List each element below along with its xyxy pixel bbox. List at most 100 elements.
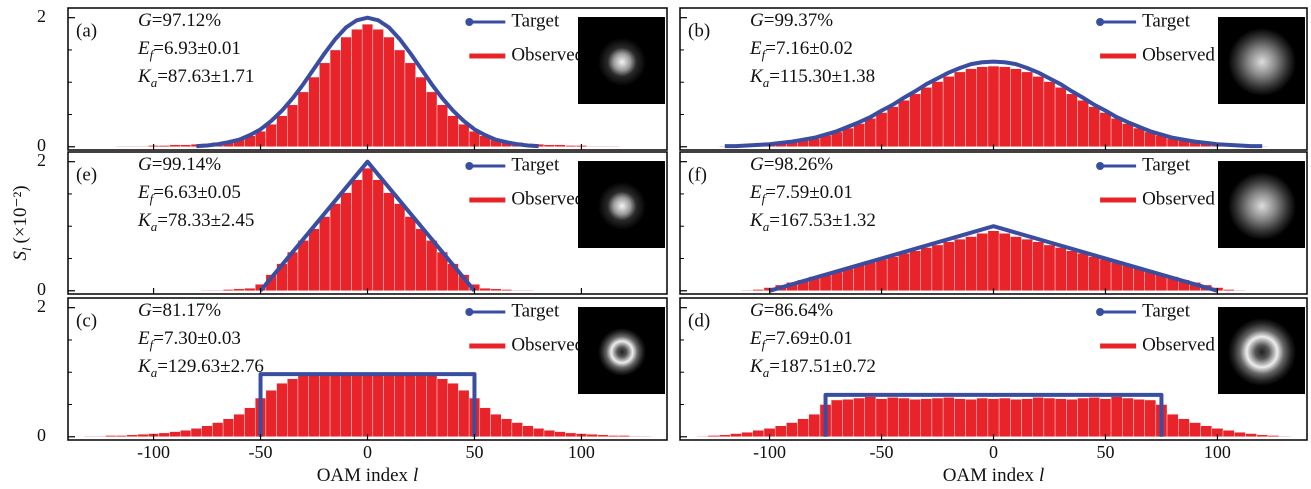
bar <box>436 378 448 437</box>
bar <box>394 203 406 291</box>
bar <box>898 397 910 437</box>
panel-label: (c) <box>76 310 97 331</box>
annotation: Ka=115.30±1.38 <box>749 66 875 90</box>
bar <box>447 115 459 147</box>
bar <box>1077 397 1089 437</box>
bar <box>853 123 865 147</box>
bar <box>774 425 787 437</box>
legend-label: Target <box>511 300 560 321</box>
annotation-symbol: E <box>749 328 762 349</box>
annotation-value: =6.63±0.05 <box>153 182 241 203</box>
bar <box>308 374 320 437</box>
panel-label: (a) <box>76 20 97 41</box>
bar <box>954 238 966 291</box>
bar <box>276 115 288 147</box>
bar <box>522 289 534 291</box>
bar <box>920 247 933 291</box>
bar <box>1054 247 1067 291</box>
bar <box>931 244 944 291</box>
annotation-value: =7.59±0.01 <box>765 182 853 203</box>
annotation-symbol: K <box>137 210 152 231</box>
bar <box>1099 258 1112 291</box>
annotation-symbol: G <box>138 154 152 175</box>
bar <box>875 258 888 291</box>
bar <box>372 29 384 147</box>
bar <box>479 407 491 437</box>
bar <box>1222 289 1235 291</box>
beam-profile <box>598 328 646 376</box>
legend-label: Observed <box>1142 188 1215 209</box>
legend-marker <box>1096 18 1105 26</box>
bar <box>898 100 910 147</box>
bar <box>340 36 352 147</box>
annotation-value: =87.63±1.71 <box>157 66 254 87</box>
bar <box>329 374 341 437</box>
bar <box>180 144 192 147</box>
bar <box>308 76 320 147</box>
bar <box>586 433 598 437</box>
legend-marker <box>1096 162 1105 170</box>
bar <box>479 287 491 291</box>
bar <box>137 145 149 147</box>
bar <box>830 399 843 437</box>
y-tick-label: 0 <box>37 425 46 445</box>
bar <box>909 250 921 291</box>
x-tick-label: 100 <box>1204 442 1231 462</box>
bar <box>1021 71 1033 147</box>
bar <box>1043 81 1056 147</box>
bar <box>265 123 277 147</box>
bar <box>1110 396 1123 437</box>
bar <box>158 432 170 437</box>
bar <box>1122 123 1134 147</box>
annotation-value: =99.14% <box>152 154 221 175</box>
annotation-value: =97.12% <box>152 10 221 31</box>
bar <box>115 435 128 437</box>
annotation: Ka=129.63±2.76 <box>137 356 264 380</box>
bar <box>741 289 753 291</box>
legend-marker <box>1096 308 1105 316</box>
annotation-symbol: G <box>138 300 152 321</box>
bar <box>383 36 395 147</box>
bar <box>1234 289 1246 291</box>
legend-label: Observed <box>1142 334 1215 355</box>
bar <box>105 435 117 437</box>
beam-profile <box>1228 28 1296 96</box>
annotation-subscript: f <box>762 47 768 62</box>
panel: 02(e) G=99.14%Ef=6.63±0.05Ka=78.33±2.45Ta… <box>10 150 668 299</box>
bar <box>543 144 555 147</box>
panel-label: (b) <box>688 20 710 41</box>
annotation: G=81.17% <box>138 300 221 321</box>
bar <box>640 435 652 437</box>
bar <box>1054 398 1067 437</box>
bar <box>1077 253 1089 291</box>
bar <box>426 91 438 147</box>
bar <box>1110 118 1123 147</box>
beam-profile <box>1228 318 1296 386</box>
bar <box>987 230 1000 291</box>
bar <box>976 66 989 147</box>
bar <box>886 397 899 437</box>
bar <box>842 267 854 291</box>
y-axis-label-symbol: S <box>10 251 31 261</box>
bar <box>998 233 1011 291</box>
bar <box>319 62 331 147</box>
bar <box>954 398 966 437</box>
bar <box>158 145 170 147</box>
bar <box>1032 241 1045 291</box>
annotation: Ef=6.63±0.05 <box>137 182 241 206</box>
bar <box>886 106 899 147</box>
bar <box>1267 435 1280 437</box>
target-line <box>724 59 1263 149</box>
y-tick-label: 2 <box>37 150 46 170</box>
legend-label: Observed <box>511 188 584 209</box>
x-tick-label: 0 <box>989 442 998 462</box>
target-line <box>258 372 477 437</box>
bar <box>543 430 555 437</box>
bar <box>501 418 513 437</box>
y-tick-label: 2 <box>37 296 46 316</box>
bar <box>415 76 427 147</box>
bar <box>554 431 566 437</box>
bar <box>987 398 1000 437</box>
annotation-subscript: a <box>151 219 158 234</box>
panel: (b) G=99.37%Ef=7.16±0.02Ka=115.30±1.38Tar… <box>679 7 1308 151</box>
